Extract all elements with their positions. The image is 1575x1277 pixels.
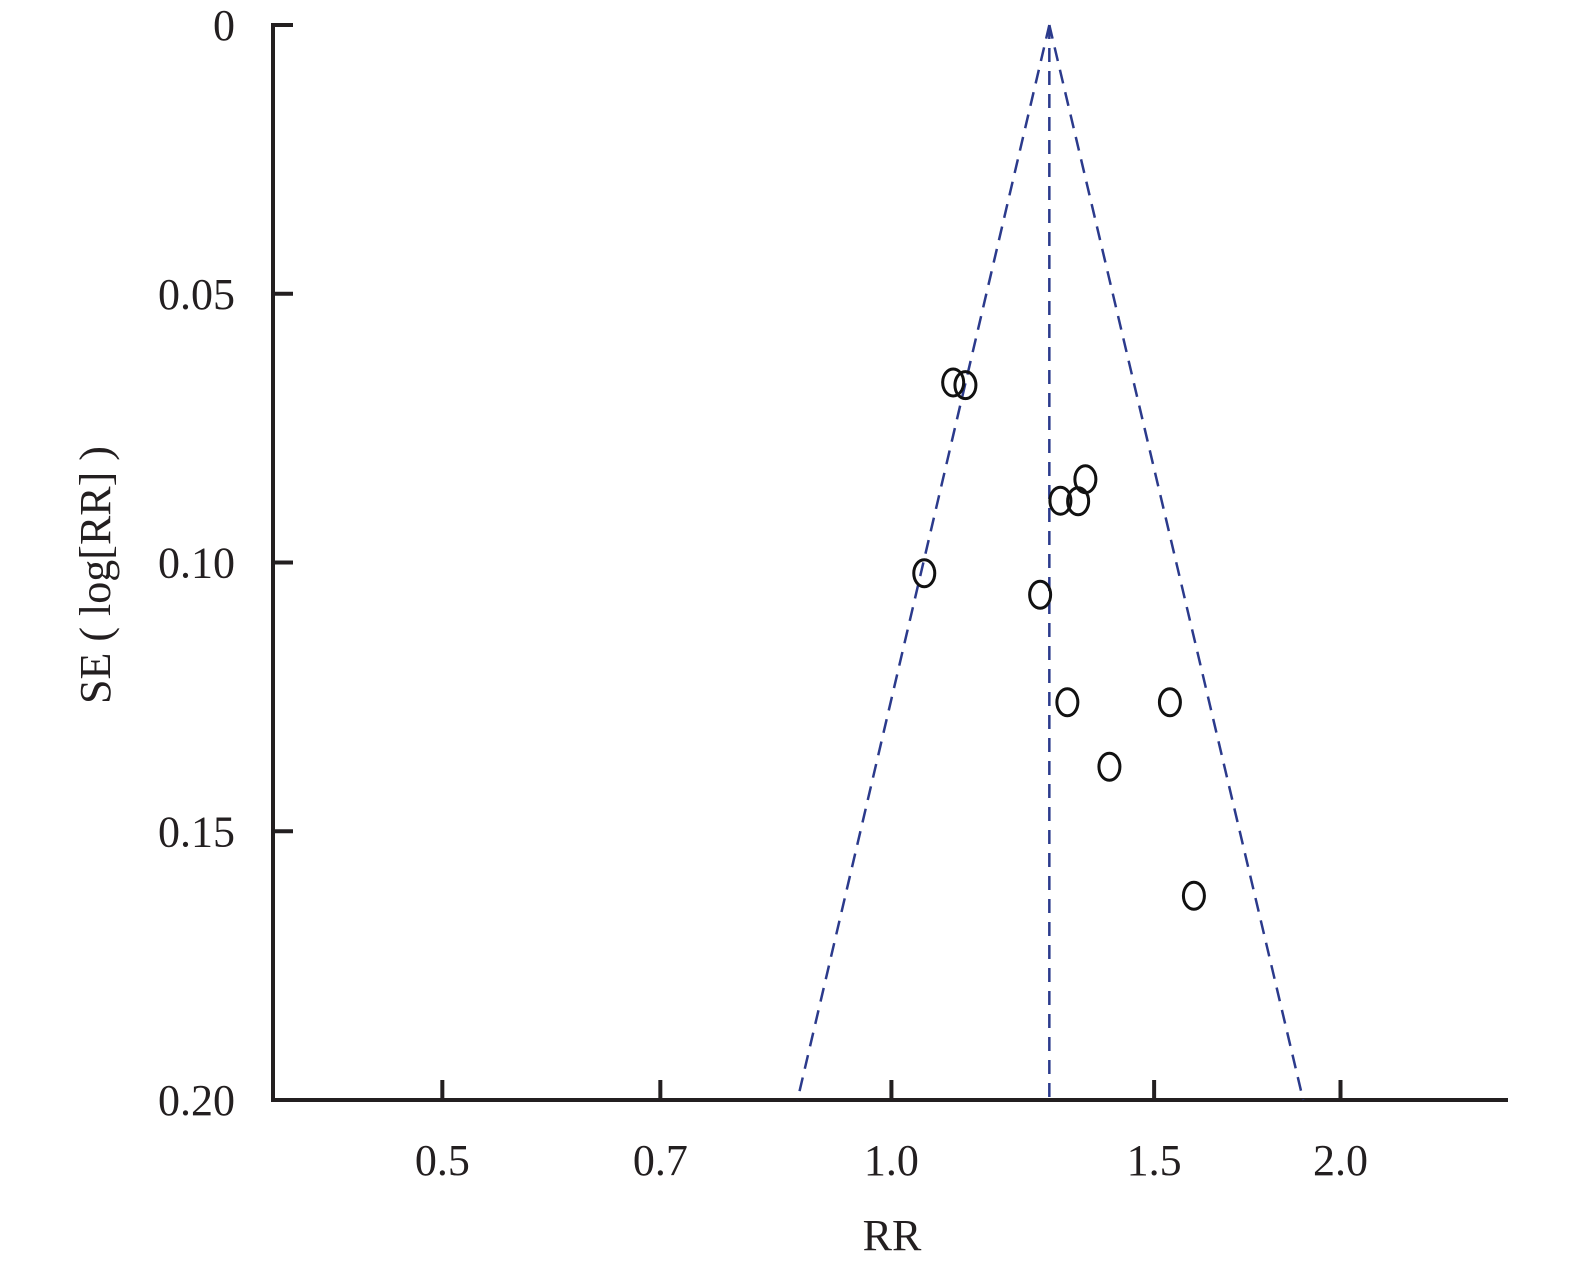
study-point <box>1157 687 1182 718</box>
y-tick-label: 0.20 <box>158 1076 235 1125</box>
x-tick-label: 0.7 <box>633 1136 688 1185</box>
x-tick-label: 1.5 <box>1127 1136 1182 1185</box>
y-axis-title: SE ( log[RR] ) <box>71 446 120 704</box>
study-point <box>953 370 978 401</box>
x-tick-label: 0.5 <box>415 1136 470 1185</box>
study-point <box>1055 687 1080 718</box>
study-point <box>1097 751 1122 782</box>
study-point <box>1028 579 1053 610</box>
y-tick-label: 0.10 <box>158 539 235 588</box>
y-tick-label: 0.15 <box>158 807 235 856</box>
study-point <box>941 367 966 398</box>
x-axis-title: RR <box>863 1211 922 1260</box>
y-tick-label: 0 <box>213 1 235 50</box>
study-point <box>1181 880 1206 911</box>
x-tick-label: 2.0 <box>1313 1136 1368 1185</box>
y-tick-label: 0.05 <box>158 270 235 319</box>
funnel-line <box>1048 24 1305 1101</box>
study-point <box>1066 486 1091 517</box>
x-tick-label: 1.0 <box>864 1136 919 1185</box>
funnel-line <box>796 24 1051 1101</box>
study-point <box>1048 485 1073 516</box>
study-point <box>912 558 937 589</box>
